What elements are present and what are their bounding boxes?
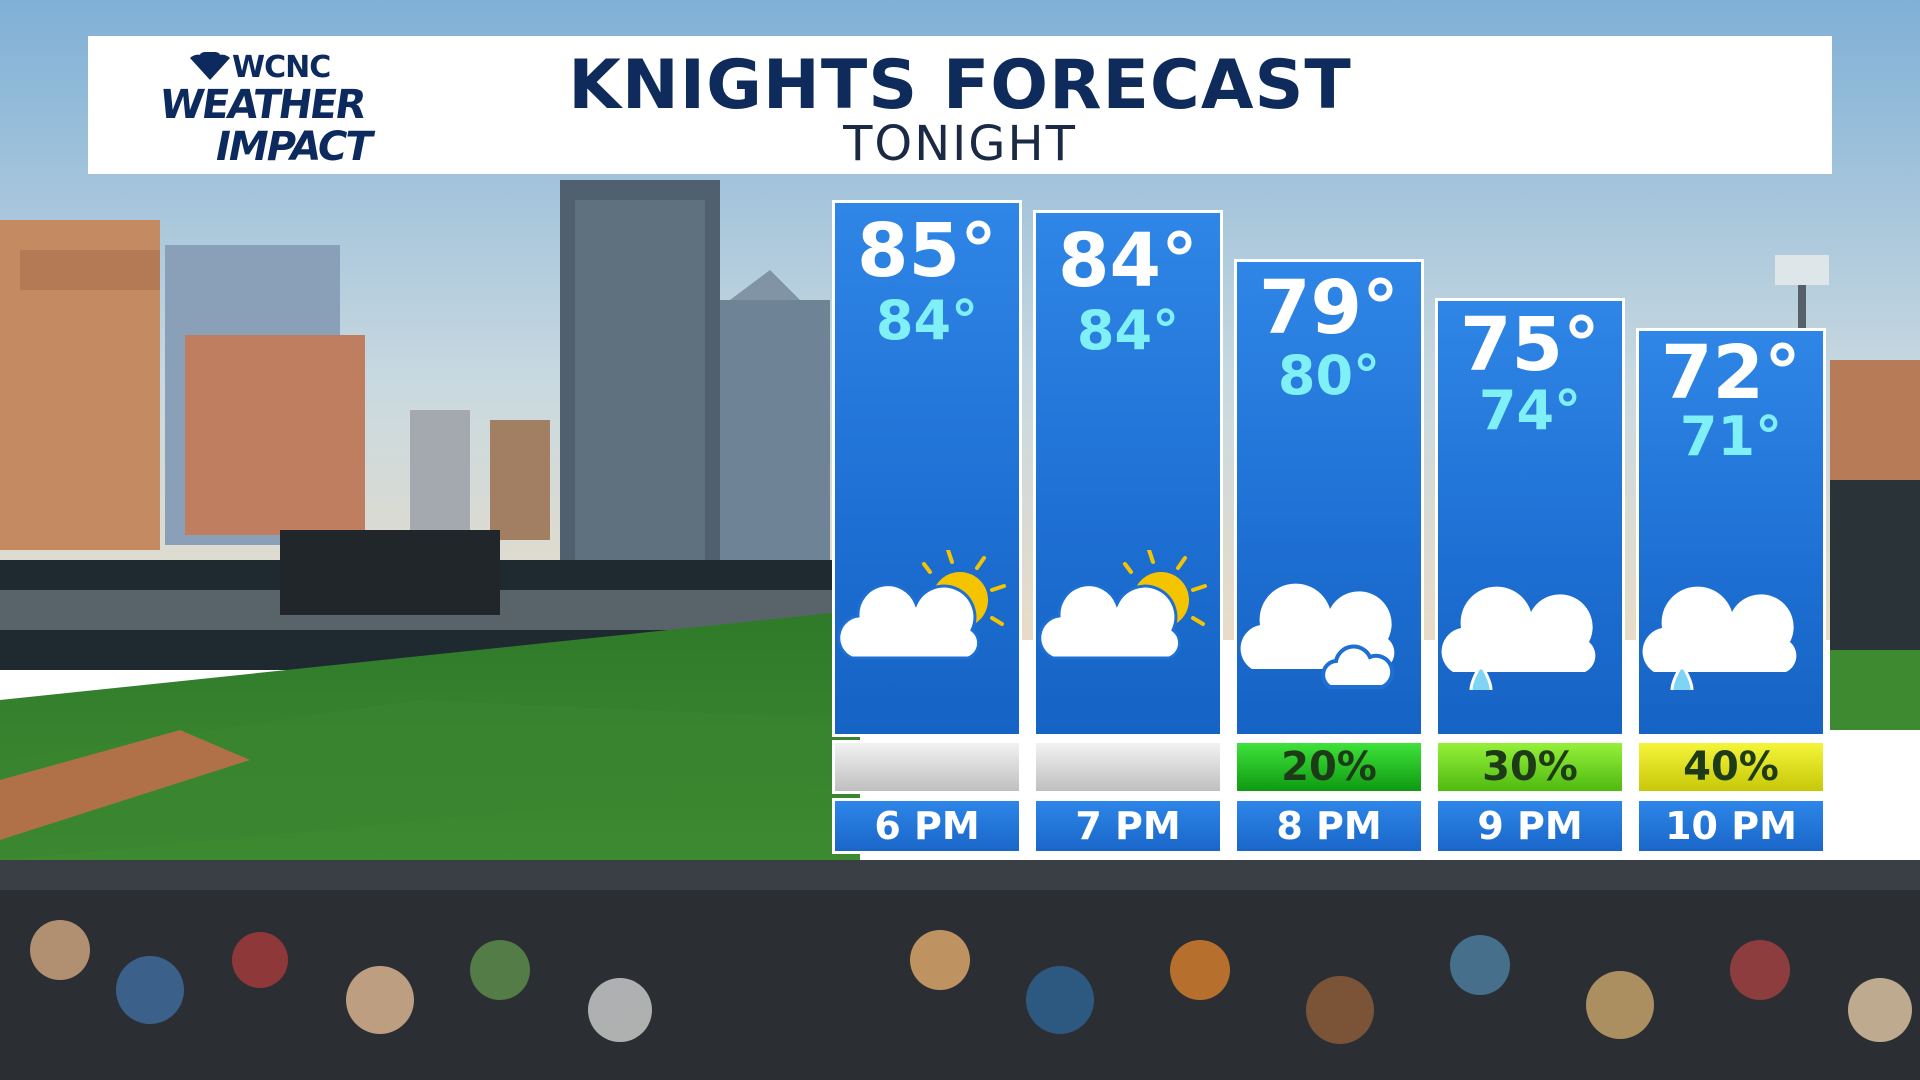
precip-chance: 20%: [1234, 740, 1424, 794]
station-logo: WCNC WEATHER IMPACT: [124, 46, 424, 170]
temperature: 75°: [1460, 302, 1600, 388]
forecast-time: 10 PM: [1636, 798, 1826, 854]
forecast-time: 9 PM: [1435, 798, 1625, 854]
partly-sunny-icon: [1038, 550, 1207, 660]
temperature: 85°: [857, 208, 997, 294]
feels-like-temperature: 84°: [875, 289, 979, 352]
temperature: 72°: [1661, 330, 1801, 416]
precip-chance: 40%: [1636, 740, 1826, 794]
feels-like-temperature: 74°: [1478, 379, 1582, 442]
feels-like-temperature: 71°: [1679, 405, 1783, 468]
feels-like-temperature: 84°: [1076, 299, 1180, 362]
precip-chance: [1033, 740, 1223, 794]
precip-chance: [832, 740, 1022, 794]
partly-sunny-icon: [837, 550, 1006, 660]
cloudy-icon: [1240, 583, 1395, 689]
rain-icon: [1441, 586, 1596, 690]
rain-icon: [1642, 586, 1797, 690]
header-bar: WCNC WEATHER IMPACT KNIGHTS FORECAST TON…: [88, 36, 1832, 174]
forecast-time: 8 PM: [1234, 798, 1424, 854]
precip-chance: 30%: [1435, 740, 1625, 794]
logo-station-name: WCNC: [232, 50, 331, 85]
forecast-time: 7 PM: [1033, 798, 1223, 854]
peacock-icon: [190, 52, 230, 80]
temperature: 84°: [1058, 218, 1198, 304]
page-subtitle: TONIGHT: [843, 116, 1077, 172]
forecast-time: 6 PM: [832, 798, 1022, 854]
temperature: 79°: [1259, 265, 1399, 351]
logo-impact-text: IMPACT: [216, 124, 373, 170]
page-title: KNIGHTS FORECAST: [568, 46, 1352, 125]
feels-like-temperature: 80°: [1277, 344, 1381, 407]
